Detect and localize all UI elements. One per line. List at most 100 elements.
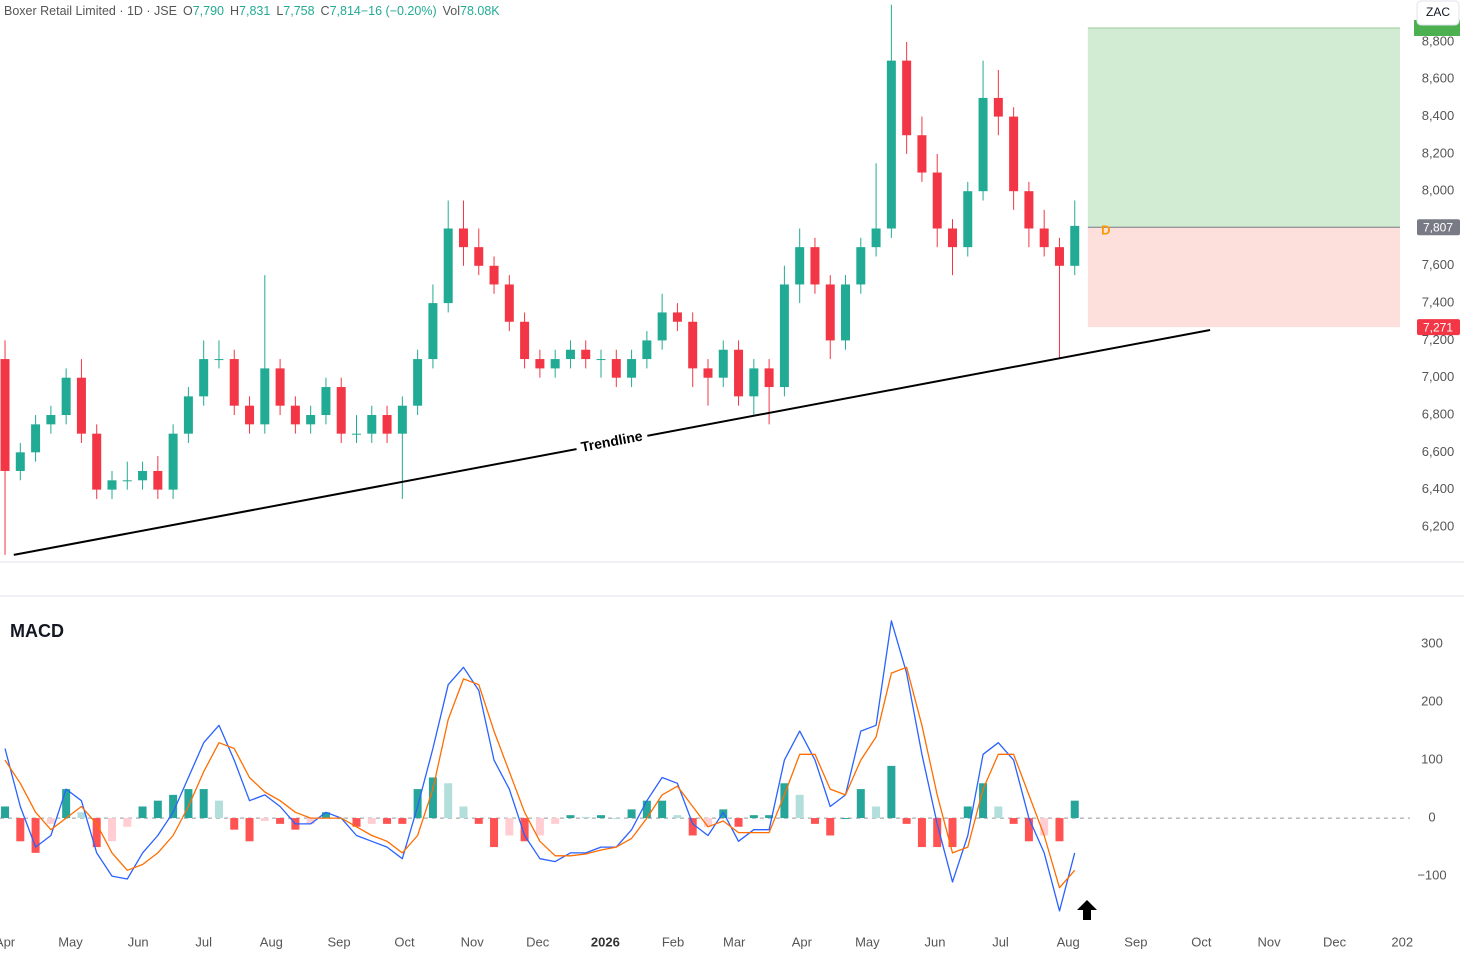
histogram-bar xyxy=(1,806,10,819)
candle-body xyxy=(260,368,270,425)
candle-body xyxy=(779,284,789,388)
histogram-bar xyxy=(612,818,621,820)
target-zone xyxy=(1087,27,1401,228)
histogram-bar xyxy=(321,812,330,819)
y-tick-label: 7,200 xyxy=(1422,332,1455,347)
histogram-bar xyxy=(963,806,972,819)
x-tick-label: Jun xyxy=(925,934,946,949)
candle-body xyxy=(290,405,300,425)
histogram-bar xyxy=(138,806,147,819)
candle-body xyxy=(871,228,881,248)
y-tick-label: 8,000 xyxy=(1422,183,1455,198)
histogram-bar xyxy=(276,818,285,824)
x-tick-label: May xyxy=(855,934,880,949)
candle-body xyxy=(275,368,285,406)
stat-value: 7,831 xyxy=(239,4,270,18)
histogram-bar xyxy=(1024,818,1033,842)
x-tick-label: Dec xyxy=(1323,934,1347,949)
histogram-bar xyxy=(1070,800,1079,819)
x-tick-label: Sep xyxy=(1124,934,1147,949)
x-tick-label: Aug xyxy=(1057,934,1080,949)
candle-body xyxy=(199,359,209,397)
x-tick-label: Aug xyxy=(260,934,283,949)
histogram-bar xyxy=(245,818,254,842)
histogram-bar xyxy=(627,809,636,819)
histogram-bar xyxy=(535,818,544,836)
candle-body xyxy=(672,312,682,322)
histogram-bar xyxy=(398,818,407,824)
histogram-bar xyxy=(994,806,1003,819)
candle-body xyxy=(550,359,560,369)
histogram-bar xyxy=(169,794,178,819)
histogram-bar xyxy=(658,800,667,819)
candle-body xyxy=(122,480,132,482)
histogram-bar xyxy=(444,783,453,819)
candle-body xyxy=(474,247,484,266)
candle-body xyxy=(947,228,957,248)
histogram-bar xyxy=(749,815,758,819)
histogram-bar xyxy=(765,815,774,819)
y-tick-label: 8,400 xyxy=(1422,108,1455,123)
candle-body xyxy=(458,228,468,248)
candle-body xyxy=(963,191,973,248)
histogram-bar xyxy=(856,789,865,819)
candle-body xyxy=(627,359,637,378)
x-tick-label: Jun xyxy=(128,934,149,949)
candle-body xyxy=(1024,191,1034,229)
x-tick-label: 2026 xyxy=(591,934,620,949)
candle-body xyxy=(841,284,851,341)
stat-key: H xyxy=(230,4,239,18)
candle-body xyxy=(336,387,346,434)
histogram-bar xyxy=(795,794,804,819)
stat-key: O xyxy=(183,4,193,18)
currency-label[interactable]: ZAC xyxy=(1426,5,1450,19)
candle-body xyxy=(443,228,453,304)
x-tick-label: Sep xyxy=(327,934,350,949)
candle-body xyxy=(153,470,163,490)
histogram-bar xyxy=(673,815,682,819)
candle-body xyxy=(504,284,514,322)
candle-body xyxy=(978,97,988,192)
candle-body xyxy=(917,135,927,173)
x-tick-label: Dec xyxy=(526,934,550,949)
histogram-bar xyxy=(31,818,40,853)
candle-body xyxy=(168,433,178,490)
histogram-bar xyxy=(979,783,988,819)
histogram-bar xyxy=(77,812,86,819)
histogram-bar xyxy=(948,818,957,848)
histogram-bar xyxy=(367,818,376,824)
candle-body xyxy=(413,359,423,406)
macd-pane xyxy=(0,620,1410,912)
y-tick-label: 8,200 xyxy=(1422,145,1455,160)
candle-body xyxy=(764,368,774,388)
histogram-bar xyxy=(520,818,529,842)
macd-y-tick-label: −100 xyxy=(1417,868,1446,883)
candle-body xyxy=(321,387,331,416)
candle-body xyxy=(886,60,896,229)
candle-body xyxy=(367,415,377,434)
candle-body xyxy=(642,340,652,360)
stat-value: 7,790 xyxy=(193,4,224,18)
x-tick-label: Nov xyxy=(461,934,485,949)
histogram-bar xyxy=(1040,818,1049,836)
y-tick-label: 7,400 xyxy=(1422,295,1455,310)
x-tick-label: Nov xyxy=(1257,934,1281,949)
y-tick-label: 8,600 xyxy=(1422,71,1455,86)
event-marker: D xyxy=(1101,223,1110,238)
stat-key: L xyxy=(276,4,283,18)
currency-button[interactable] xyxy=(1416,0,1460,26)
histogram-bar xyxy=(887,765,896,819)
histogram-bar xyxy=(810,818,819,824)
candle-body xyxy=(520,321,530,360)
candle-body xyxy=(31,424,41,453)
candle-body xyxy=(596,359,606,361)
histogram-bar xyxy=(551,818,560,824)
y-tick-label: 6,600 xyxy=(1422,444,1455,459)
candle-body xyxy=(795,247,805,285)
candle-body xyxy=(825,284,835,341)
candle-body xyxy=(1054,247,1064,266)
x-tick-label: Oct xyxy=(1191,934,1212,949)
candle-body xyxy=(565,349,575,360)
candle-body xyxy=(397,405,407,434)
candle-body xyxy=(657,312,667,341)
